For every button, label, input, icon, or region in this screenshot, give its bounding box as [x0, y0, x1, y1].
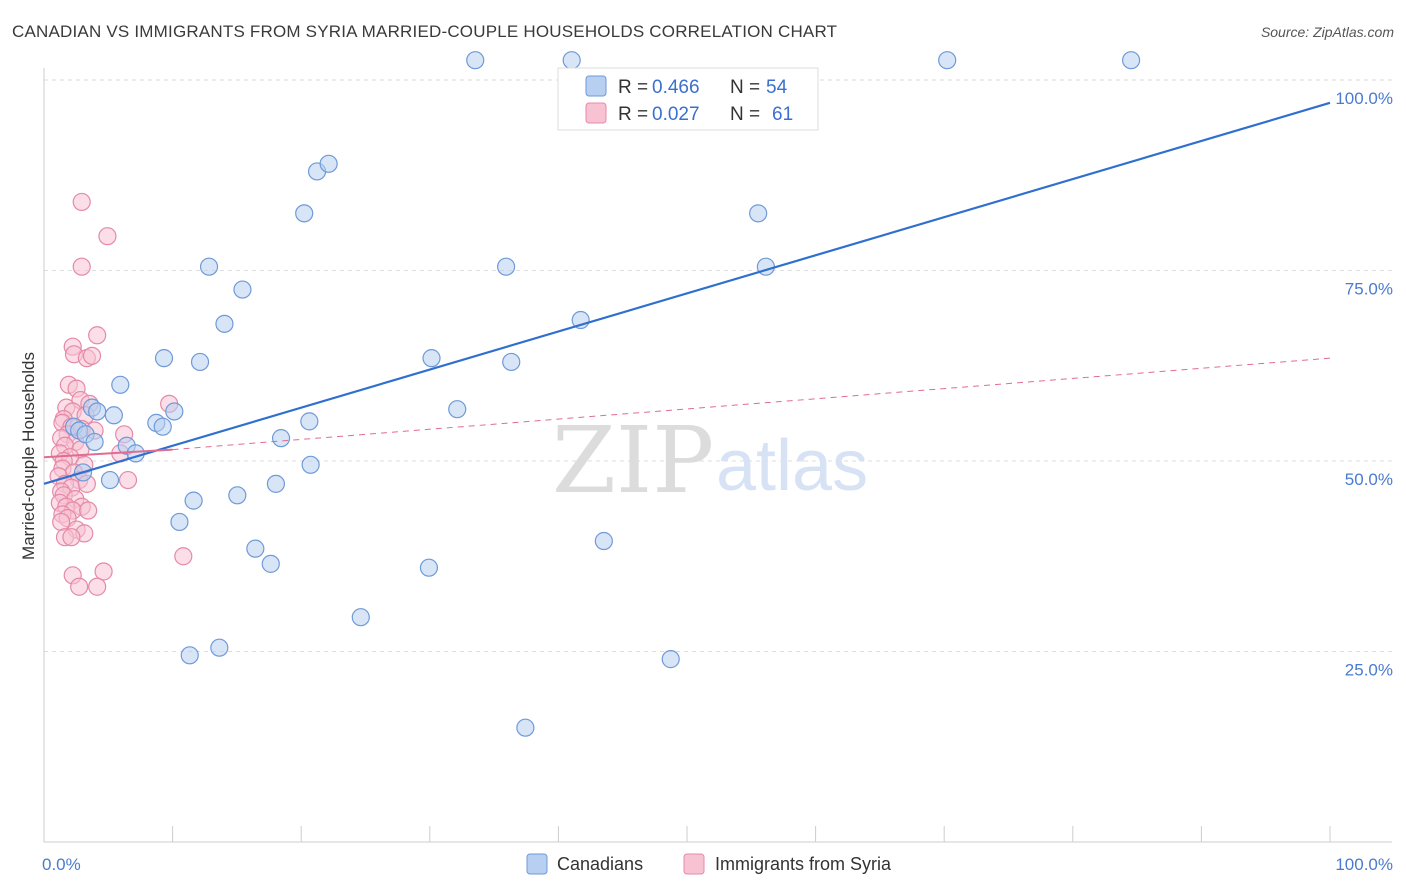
syria-point	[79, 501, 98, 520]
canadians-point	[938, 51, 957, 70]
syria-point	[72, 257, 91, 276]
syria-point	[118, 470, 138, 490]
canadians-point	[210, 638, 229, 657]
canadians-point	[85, 432, 104, 452]
bottom-legend-swatch-syria	[683, 853, 705, 875]
canadians-point	[300, 412, 319, 431]
syria-point	[62, 528, 81, 547]
canadians-point	[184, 491, 203, 510]
y-tick-label: 50.0%	[1345, 470, 1393, 489]
canadians-point	[154, 349, 174, 368]
bottom-legend: Canadians Immigrants from Syria	[526, 853, 892, 875]
canadians-point	[153, 417, 172, 436]
canadians-point	[190, 352, 210, 372]
syria-point	[88, 326, 107, 345]
canadians-point	[502, 352, 521, 372]
bottom-legend-label-canadians: Canadians	[557, 854, 643, 874]
canadians-point	[266, 474, 286, 493]
syria-point	[94, 562, 113, 581]
legend-r-value-syria: 0.027	[652, 104, 700, 125]
grid-layer	[44, 79, 1392, 652]
canadians-point	[246, 539, 265, 558]
chart-title: CANADIAN VS IMMIGRANTS FROM SYRIA MARRIE…	[12, 22, 838, 41]
syria-point	[52, 512, 71, 532]
x-tick-label: 0.0%	[42, 855, 81, 874]
canadians-point	[295, 204, 314, 223]
canadians-point	[301, 455, 320, 474]
canadians-point	[165, 402, 184, 421]
y-axis-title: Married-couple Households	[19, 352, 38, 560]
y-tick-label: 75.0%	[1345, 280, 1393, 299]
canadians-point	[516, 718, 535, 737]
canadians-point	[228, 486, 247, 505]
legend-n-value-syria: 61	[772, 104, 793, 125]
syria-point	[88, 577, 107, 596]
canadians-point	[422, 349, 441, 368]
legend-swatch-canadians	[585, 75, 607, 97]
canadians-point	[562, 51, 581, 70]
legend-swatch-syria	[585, 102, 607, 124]
bottom-legend-label-syria: Immigrants from Syria	[715, 854, 892, 874]
canadians-point	[100, 470, 120, 490]
legend-n-label-canadians: N =	[730, 77, 760, 98]
syria-trend-line-solid	[43, 448, 173, 459]
series-syria-points	[49, 192, 193, 596]
watermark-atlas: atlas	[716, 426, 868, 506]
legend-r-label-syria: R =	[618, 104, 648, 125]
syria-point	[72, 192, 91, 212]
canadians-point	[271, 429, 291, 448]
x-tick-label: 100.0%	[1335, 855, 1393, 874]
canadians-point	[199, 257, 219, 276]
canadians-point	[170, 512, 189, 532]
canadians-point	[661, 650, 680, 669]
watermark: ZIP atlas	[552, 407, 868, 514]
canadians-point	[419, 558, 439, 577]
canadians-point	[594, 531, 613, 551]
canadians-point	[215, 314, 234, 333]
canadians-point	[261, 554, 280, 573]
tick-labels: 25.0% 50.0% 75.0% 100.0% 0.0% 100.0%	[42, 89, 1393, 874]
y-tick-label: 100.0%	[1335, 89, 1393, 108]
watermark-zip: ZIP	[552, 407, 714, 514]
canadians-point	[448, 400, 467, 419]
canadians-point	[497, 257, 516, 276]
series-canadians-points	[64, 51, 1141, 737]
canadians-point	[1121, 51, 1141, 70]
bottom-legend-swatch-canadians	[526, 853, 548, 875]
legend-n-label-syria: N =	[730, 104, 760, 125]
syria-point	[70, 577, 89, 596]
canadians-point	[233, 280, 252, 299]
syria-point	[98, 227, 117, 246]
canadians-point	[104, 406, 123, 425]
canadians-point	[466, 51, 485, 70]
syria-point	[82, 346, 102, 365]
canadians-point	[180, 646, 199, 665]
legend-box: R = 0.466 N = 54 R = 0.027 N = 61	[557, 67, 819, 131]
canadians-point	[88, 402, 107, 421]
syria-point	[174, 547, 193, 566]
y-tick-label: 25.0%	[1345, 661, 1393, 680]
canadians-point	[351, 608, 370, 627]
legend-r-label-canadians: R =	[618, 77, 648, 98]
legend-r-value-canadians: 0.466	[652, 77, 700, 98]
legend-n-value-canadians: 54	[766, 77, 788, 98]
chart-source: Source: ZipAtlas.com	[1260, 24, 1394, 40]
canadians-point	[319, 154, 338, 173]
trend-lines	[43, 101, 1331, 485]
canadians-trend-line	[43, 101, 1331, 485]
canadians-point	[111, 375, 130, 394]
canadians-point	[749, 204, 768, 223]
axis-layer	[43, 68, 1392, 843]
